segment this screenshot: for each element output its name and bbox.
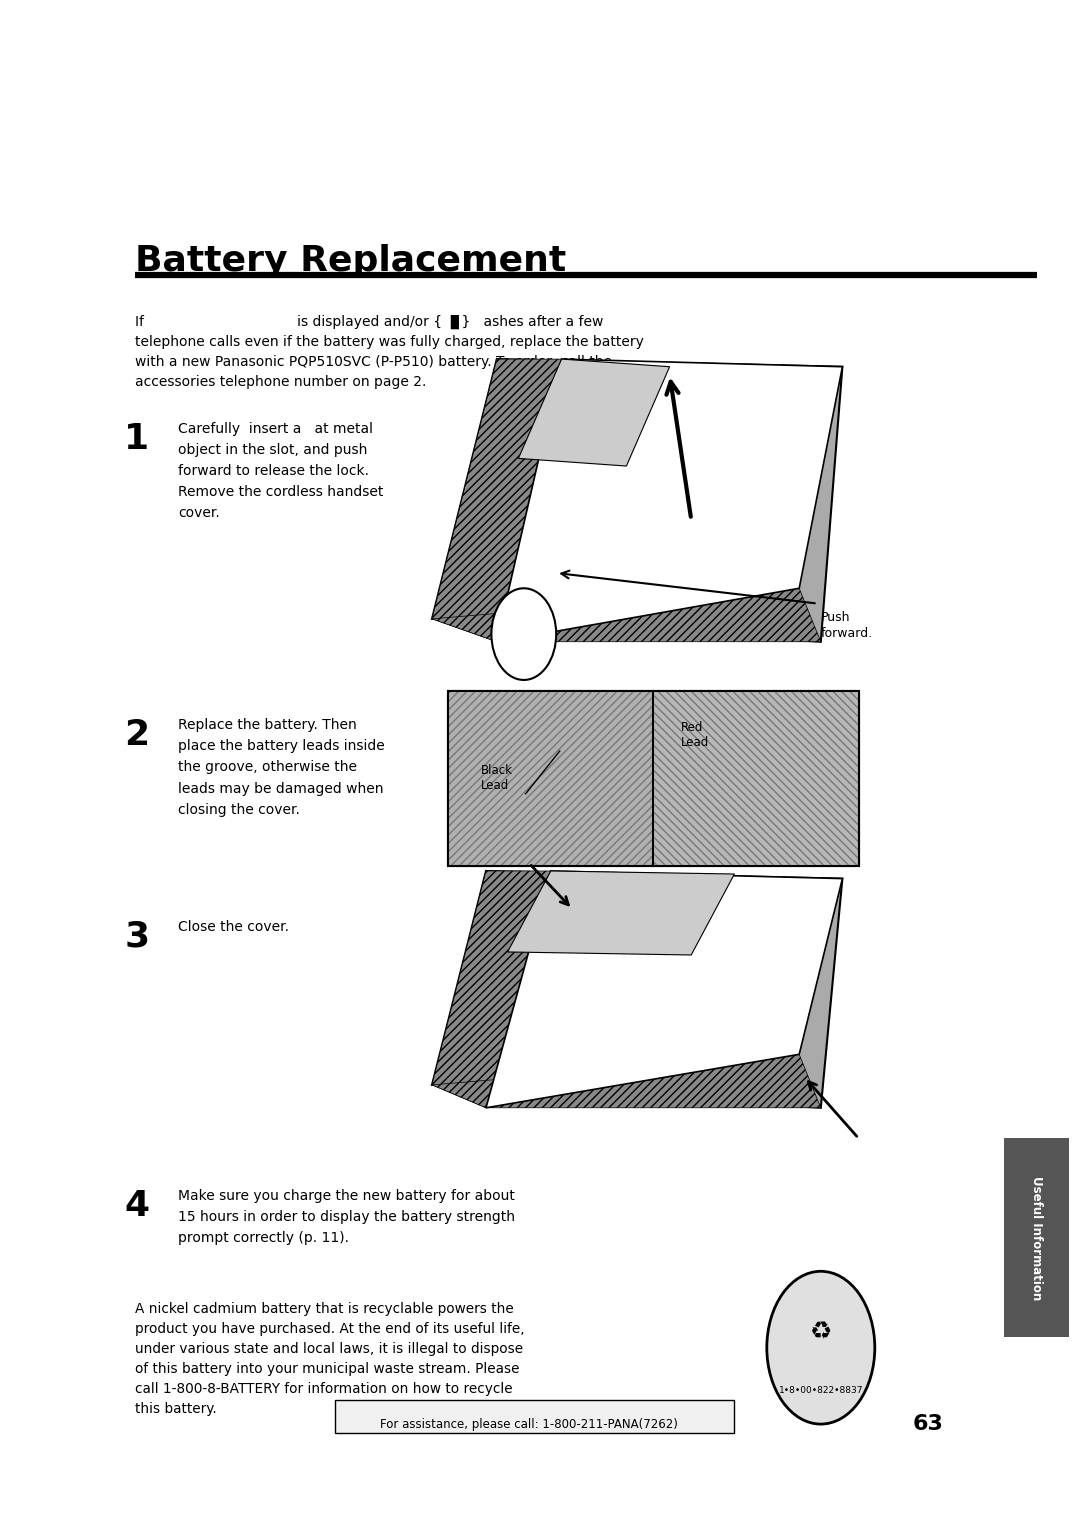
Polygon shape xyxy=(432,871,842,1108)
Polygon shape xyxy=(497,359,842,642)
Text: Red
Lead: Red Lead xyxy=(680,721,708,749)
Text: Battery Replacement: Battery Replacement xyxy=(135,244,566,278)
Text: 1: 1 xyxy=(124,422,149,455)
Text: Useful Information: Useful Information xyxy=(1030,1175,1043,1300)
Text: 4: 4 xyxy=(124,1189,149,1222)
Text: Make sure you charge the new battery for about
15 hours in order to display the : Make sure you charge the new battery for… xyxy=(178,1189,515,1245)
Bar xyxy=(448,691,859,866)
Circle shape xyxy=(767,1271,875,1424)
Text: If                                   is displayed and/or {  ▊}   ashes after a f: If is displayed and/or { ▊} ashes after … xyxy=(135,315,644,390)
Polygon shape xyxy=(508,871,734,955)
Bar xyxy=(448,691,859,866)
Polygon shape xyxy=(432,359,842,642)
Text: Close the cover.: Close the cover. xyxy=(178,920,289,934)
Text: 2: 2 xyxy=(124,718,149,752)
Text: 63: 63 xyxy=(913,1413,944,1435)
Polygon shape xyxy=(486,871,842,1108)
Text: 3: 3 xyxy=(124,920,149,953)
Polygon shape xyxy=(518,359,670,466)
Polygon shape xyxy=(432,359,562,642)
Bar xyxy=(1004,1138,1069,1337)
Text: Push
forward.: Push forward. xyxy=(821,611,873,640)
Text: For assistance, please call: 1-800-211-PANA(7262): For assistance, please call: 1-800-211-P… xyxy=(380,1418,678,1430)
Bar xyxy=(335,1400,734,1433)
Text: Replace the battery. Then
place the battery leads inside
the groove, otherwise t: Replace the battery. Then place the batt… xyxy=(178,718,384,817)
Text: ♻: ♻ xyxy=(810,1320,832,1345)
Text: Black
Lead: Black Lead xyxy=(481,764,513,792)
Text: Carefully  insert a   at metal
object in the slot, and push
forward to release t: Carefully insert a at metal object in th… xyxy=(178,422,383,521)
Circle shape xyxy=(491,588,556,680)
Polygon shape xyxy=(432,588,821,642)
Polygon shape xyxy=(432,871,551,1108)
Text: 1•8•00•822•8837: 1•8•00•822•8837 xyxy=(779,1386,863,1395)
Bar xyxy=(448,691,653,866)
Polygon shape xyxy=(432,1054,821,1108)
Bar xyxy=(653,691,859,866)
Text: A nickel cadmium battery that is recyclable powers the
product you have purchase: A nickel cadmium battery that is recycla… xyxy=(135,1302,525,1416)
